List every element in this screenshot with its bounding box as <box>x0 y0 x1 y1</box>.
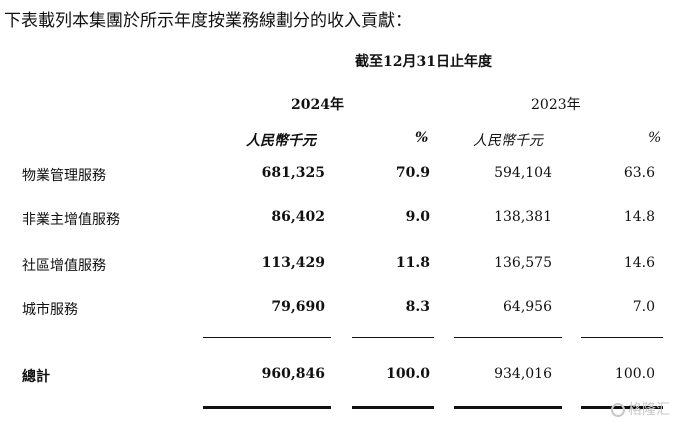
unit-rmb-2024: 人民幣千元 <box>246 133 316 149</box>
unit-pct-2023: % <box>648 130 662 146</box>
row-label: 城市服務 <box>22 302 78 318</box>
subtotal-line-pct-2024 <box>352 337 434 338</box>
total-rmb-2024: 960,846 <box>261 366 325 382</box>
cell-rmb-2024: 681,325 <box>261 165 325 181</box>
cell-rmb-2024: 113,429 <box>261 255 325 271</box>
total-rmb-2023: 934,016 <box>494 366 552 382</box>
unit-pct-2024: % <box>415 130 429 146</box>
total-line-pct-2024 <box>352 406 434 409</box>
subtotal-line-rmb-2023 <box>454 337 562 338</box>
total-line-rmb-2023 <box>454 406 562 409</box>
period-header: 截至12月31日止年度 <box>355 54 492 70</box>
total-label: 總計 <box>22 369 50 385</box>
row-label: 非業主增值服務 <box>22 212 120 228</box>
cell-pct-2024: 8.3 <box>405 299 430 315</box>
unit-rmb-2023: 人民幣千元 <box>473 133 543 149</box>
cell-rmb-2024: 86,402 <box>271 209 325 225</box>
cell-rmb-2023: 136,575 <box>494 255 552 271</box>
row-label: 社區增值服務 <box>22 258 106 274</box>
intro-text: 下表載列本集團於所示年度按業務線劃分的收入貢獻： <box>4 11 412 31</box>
watermark: 格隆汇 <box>611 399 670 419</box>
cell-rmb-2023: 594,104 <box>494 165 552 181</box>
subtotal-line-pct-2023 <box>581 337 663 338</box>
cell-pct-2024: 9.0 <box>405 209 430 225</box>
cell-rmb-2023: 138,381 <box>494 209 552 225</box>
year-2024-header: 2024年 <box>291 97 344 113</box>
g-logo-icon <box>611 403 625 417</box>
row-label: 物業管理服務 <box>22 168 106 184</box>
cell-pct-2024: 70.9 <box>395 165 430 181</box>
total-pct-2023: 100.0 <box>614 366 655 382</box>
year-2023-header: 2023年 <box>531 97 581 113</box>
cell-pct-2023: 14.8 <box>623 209 655 225</box>
cell-rmb-2023: 64,956 <box>503 299 552 315</box>
cell-pct-2023: 14.6 <box>623 255 655 271</box>
cell-pct-2023: 7.0 <box>632 299 655 315</box>
cell-rmb-2024: 79,690 <box>271 299 325 315</box>
subtotal-line-rmb-2024 <box>203 337 331 338</box>
cell-pct-2024: 11.8 <box>395 255 430 271</box>
total-line-rmb-2024 <box>203 406 331 409</box>
watermark-text: 格隆汇 <box>628 402 670 418</box>
cell-pct-2023: 63.6 <box>623 165 655 181</box>
total-pct-2024: 100.0 <box>386 366 430 382</box>
